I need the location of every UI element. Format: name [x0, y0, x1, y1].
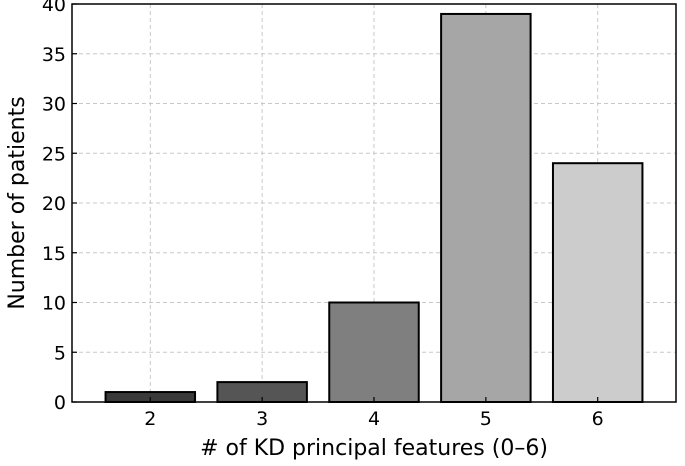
x-tick-label: 6 [592, 408, 604, 430]
tick-layer: 0 5 10 15 20 25 30 35 40 2 3 4 5 6 [42, 0, 604, 430]
y-tick-label: 5 [54, 342, 66, 364]
y-tick-label: 40 [42, 0, 66, 16]
bar-5 [440, 12, 532, 403]
x-tick-label: 2 [144, 408, 156, 430]
y-tick-label: 35 [42, 44, 66, 66]
y-tick-label: 0 [54, 392, 66, 414]
y-tick-label: 15 [42, 243, 66, 265]
y-tick-label: 10 [42, 293, 66, 315]
y-axis-label: Number of patients [5, 96, 30, 309]
y-tick-label: 25 [42, 143, 66, 165]
y-tick-label: 20 [42, 193, 66, 215]
x-tick-label: 5 [480, 408, 492, 430]
y-tick-label: 30 [42, 94, 66, 116]
bar-6 [551, 162, 644, 403]
x-axis-label: # of KD principal features (0–6) [200, 436, 548, 461]
x-tick-label: 3 [256, 408, 268, 430]
bar-4 [328, 301, 420, 403]
x-tick-label: 4 [368, 408, 380, 430]
